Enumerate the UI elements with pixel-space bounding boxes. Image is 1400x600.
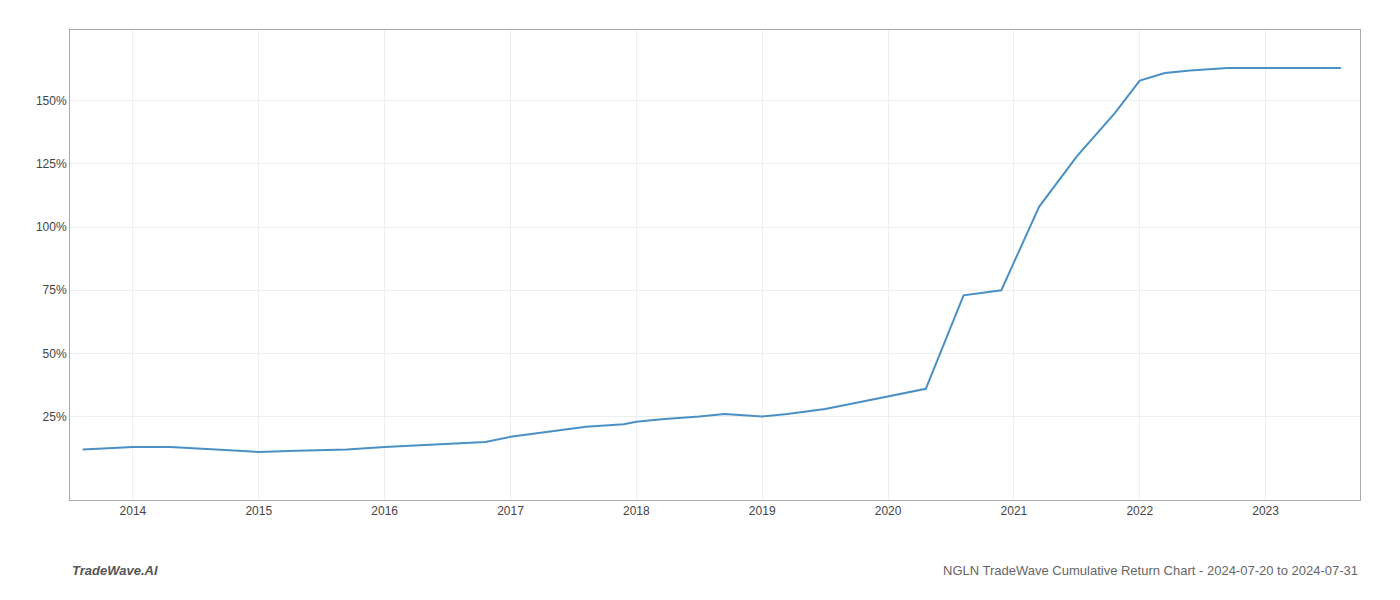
svg-text:2016: 2016 [371, 504, 398, 518]
svg-text:2022: 2022 [1126, 504, 1153, 518]
svg-text:2023: 2023 [1252, 504, 1279, 518]
svg-text:50%: 50% [43, 347, 67, 361]
svg-text:75%: 75% [43, 283, 67, 297]
svg-text:2015: 2015 [245, 504, 272, 518]
svg-text:2018: 2018 [623, 504, 650, 518]
svg-text:25%: 25% [43, 410, 67, 424]
svg-text:2021: 2021 [1001, 504, 1028, 518]
svg-text:2019: 2019 [749, 504, 776, 518]
svg-text:NGLN TradeWave Cumulative Retu: NGLN TradeWave Cumulative Return Chart -… [943, 563, 1358, 578]
svg-text:125%: 125% [36, 157, 67, 171]
svg-text:2020: 2020 [875, 504, 902, 518]
svg-text:100%: 100% [36, 220, 67, 234]
svg-text:TradeWave.AI: TradeWave.AI [72, 563, 158, 578]
svg-text:150%: 150% [36, 94, 67, 108]
svg-text:2017: 2017 [497, 504, 524, 518]
svg-text:2014: 2014 [120, 504, 147, 518]
